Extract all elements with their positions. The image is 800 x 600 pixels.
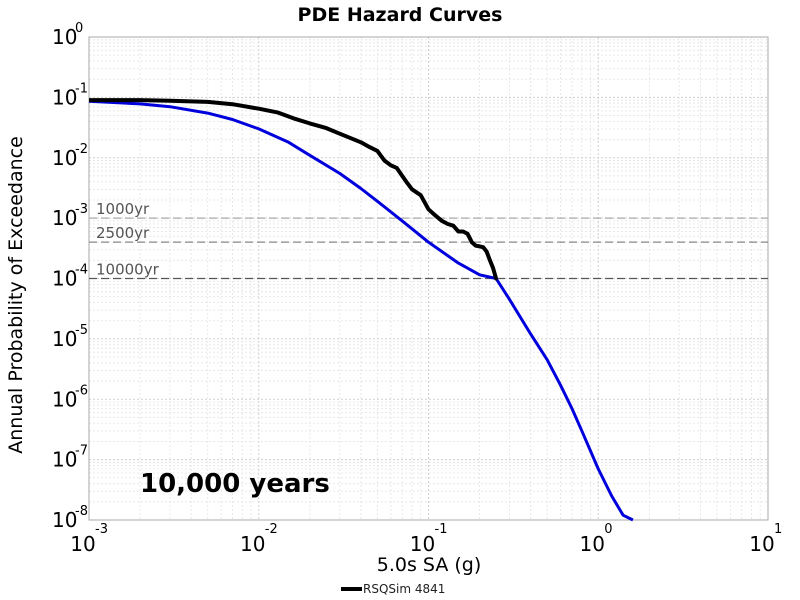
y-tick-label: 10-5 (52, 323, 88, 351)
period-annotation: 10,000 years (140, 469, 330, 499)
svg-text:-6: -6 (75, 383, 88, 398)
x-tick-label: 10-2 (240, 522, 278, 556)
series-line-blue-model (88, 99, 634, 522)
svg-text:-3: -3 (75, 202, 88, 217)
svg-text:10: 10 (52, 387, 77, 411)
y-tick-label: 10-7 (52, 444, 88, 472)
svg-text:-3: -3 (95, 522, 108, 537)
svg-text:10: 10 (410, 532, 435, 556)
y-tick-label: 10-4 (52, 263, 88, 291)
svg-text:-2: -2 (265, 522, 278, 537)
svg-text:10: 10 (52, 146, 77, 170)
series-line-rsqsim-4841 (89, 98, 499, 281)
svg-text:0: 0 (75, 21, 83, 36)
svg-text:10: 10 (52, 327, 77, 351)
x-tick-label: 101 (749, 522, 782, 556)
y-tick-label: 100 (52, 21, 83, 49)
svg-text:10: 10 (70, 532, 95, 556)
series-lines (88, 98, 634, 522)
svg-text:10: 10 (52, 85, 77, 109)
chart-title: PDE Hazard Curves (298, 4, 503, 26)
svg-text:10: 10 (240, 532, 265, 556)
svg-text:10: 10 (52, 448, 77, 472)
svg-text:-4: -4 (75, 263, 88, 278)
svg-text:-7: -7 (75, 444, 88, 459)
y-tick-label: 10-8 (52, 504, 88, 532)
y-tick-label: 10-1 (52, 81, 88, 109)
y-axis-title: Annual Probability of Exceedance (5, 136, 27, 454)
svg-text:10: 10 (749, 532, 774, 556)
y-tick-label: 10-6 (52, 383, 88, 411)
y-tick-label: 10-3 (52, 202, 88, 230)
x-axis-title: 5.0s SA (g) (377, 554, 482, 576)
x-tick-label: 100 (580, 522, 613, 556)
reference-label-2500yr: 2500yr (96, 224, 150, 242)
svg-text:-8: -8 (75, 504, 88, 519)
svg-text:10: 10 (52, 206, 77, 230)
reference-label-1000yr: 1000yr (96, 200, 150, 218)
svg-text:-1: -1 (435, 522, 448, 537)
x-tick-label: 10-1 (410, 522, 448, 556)
svg-text:10: 10 (52, 508, 77, 532)
x-tick-label: 10-3 (70, 522, 108, 556)
reference-lines: 1000yr 2500yr 10000yr (89, 200, 768, 280)
svg-text:1: 1 (774, 522, 782, 537)
svg-text:10: 10 (580, 532, 605, 556)
svg-text:-1: -1 (75, 81, 88, 96)
svg-text:-2: -2 (75, 142, 88, 157)
svg-text:10: 10 (52, 25, 77, 49)
reference-label-10000yr: 10000yr (96, 261, 160, 279)
legend: RSQSim 4841 (341, 582, 445, 596)
svg-text:10: 10 (52, 267, 77, 291)
y-tick-label: 10-2 (52, 142, 88, 170)
legend-label-rsqsim: RSQSim 4841 (363, 582, 445, 596)
svg-text:0: 0 (604, 522, 612, 537)
svg-text:-5: -5 (75, 323, 88, 338)
